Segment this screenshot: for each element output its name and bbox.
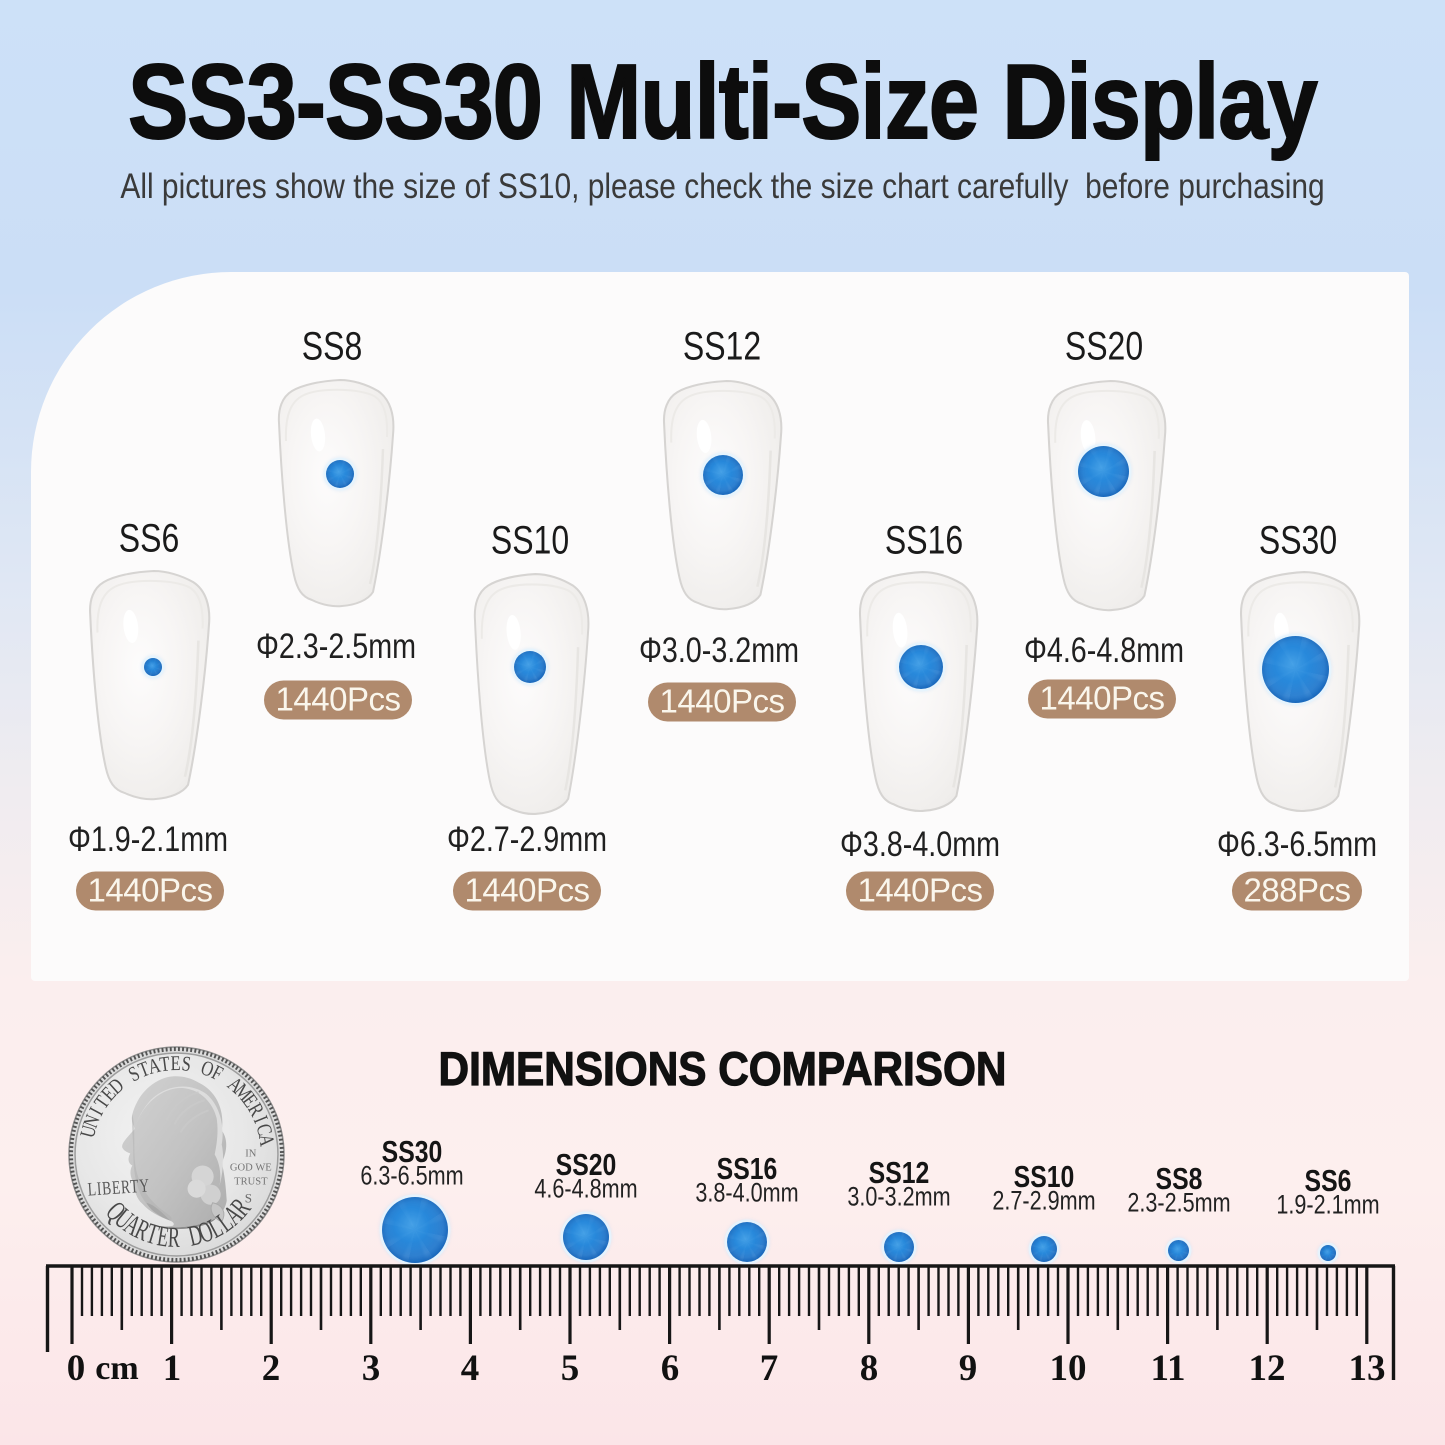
svg-text:0: 0	[67, 1348, 86, 1389]
svg-text:S: S	[180, 1052, 192, 1076]
svg-text:T: T	[158, 1052, 171, 1077]
svg-text:IN: IN	[245, 1149, 257, 1160]
svg-text:6: 6	[661, 1348, 680, 1389]
svg-text:4: 4	[461, 1348, 480, 1389]
svg-text:5: 5	[561, 1348, 580, 1389]
svg-text:E: E	[170, 1052, 180, 1076]
svg-text:11: 11	[1151, 1348, 1186, 1389]
svg-text:cm: cm	[95, 1350, 138, 1387]
svg-text:LIBERTY: LIBERTY	[87, 1174, 151, 1200]
svg-text:R: R	[167, 1221, 181, 1254]
svg-text:2: 2	[262, 1348, 281, 1389]
svg-text:GOD WE: GOD WE	[230, 1163, 272, 1174]
svg-text:TRUST: TRUST	[234, 1177, 268, 1188]
svg-text:9: 9	[959, 1348, 978, 1389]
svg-text:10: 10	[1050, 1348, 1087, 1389]
svg-text:8: 8	[860, 1348, 879, 1389]
svg-text:1: 1	[163, 1348, 182, 1389]
svg-text:E: E	[155, 1220, 171, 1254]
svg-text:S: S	[245, 1191, 252, 1206]
svg-text:3: 3	[362, 1348, 381, 1389]
svg-text:13: 13	[1349, 1348, 1386, 1389]
svg-text:A: A	[253, 1133, 278, 1149]
svg-text:12: 12	[1249, 1348, 1286, 1389]
svg-text:7: 7	[760, 1348, 779, 1389]
